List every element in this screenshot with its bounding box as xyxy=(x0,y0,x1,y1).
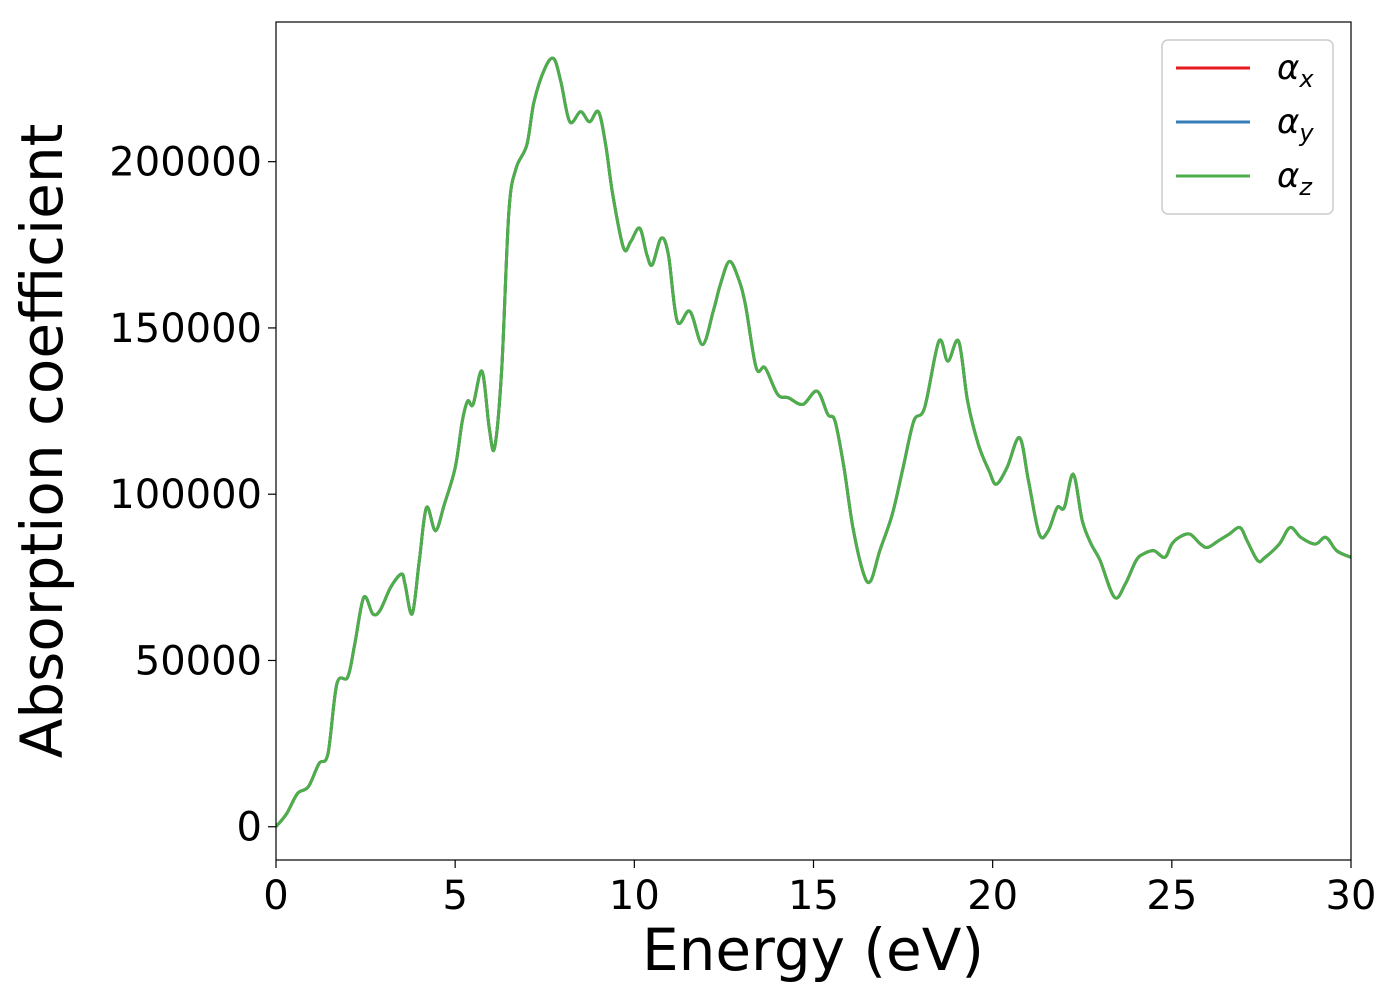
legend-symbol: α xyxy=(1277,48,1299,88)
legend-symbol: α xyxy=(1277,102,1299,142)
legend-subscript: y xyxy=(1298,119,1314,147)
series-line-z xyxy=(276,56,1351,828)
y-tick-label: 50000 xyxy=(135,638,262,684)
y-tick-label: 150000 xyxy=(109,306,262,352)
x-tick-label: 30 xyxy=(1326,873,1377,919)
legend-box xyxy=(1161,39,1334,215)
x-tick-label: 10 xyxy=(609,873,660,919)
x-axis: 0 5 10 15 20 25 30 xyxy=(263,860,1376,919)
legend-symbol: α xyxy=(1277,156,1299,196)
x-tick-label: 15 xyxy=(788,873,839,919)
series-layer xyxy=(276,56,1351,828)
y-axis-label: Absorption coefficient xyxy=(8,124,76,759)
y-tick-label: 200000 xyxy=(109,140,262,186)
legend-label-y: αy xyxy=(1277,102,1314,147)
x-tick-label: 20 xyxy=(967,873,1018,919)
legend-subscript: x xyxy=(1298,65,1314,93)
legend-label-x: αx xyxy=(1277,48,1314,93)
y-axis: 0 50000 100000 150000 200000 xyxy=(109,140,276,851)
x-tick-label: 0 xyxy=(263,873,288,919)
y-tick-label: 0 xyxy=(237,805,262,851)
y-tick-label: 100000 xyxy=(109,472,262,518)
legend-label-z: αz xyxy=(1277,156,1313,201)
x-tick-label: 25 xyxy=(1146,873,1197,919)
x-tick-label: 5 xyxy=(442,873,467,919)
legend-subscript: z xyxy=(1298,173,1313,201)
x-axis-label: Energy (eV) xyxy=(642,916,984,984)
